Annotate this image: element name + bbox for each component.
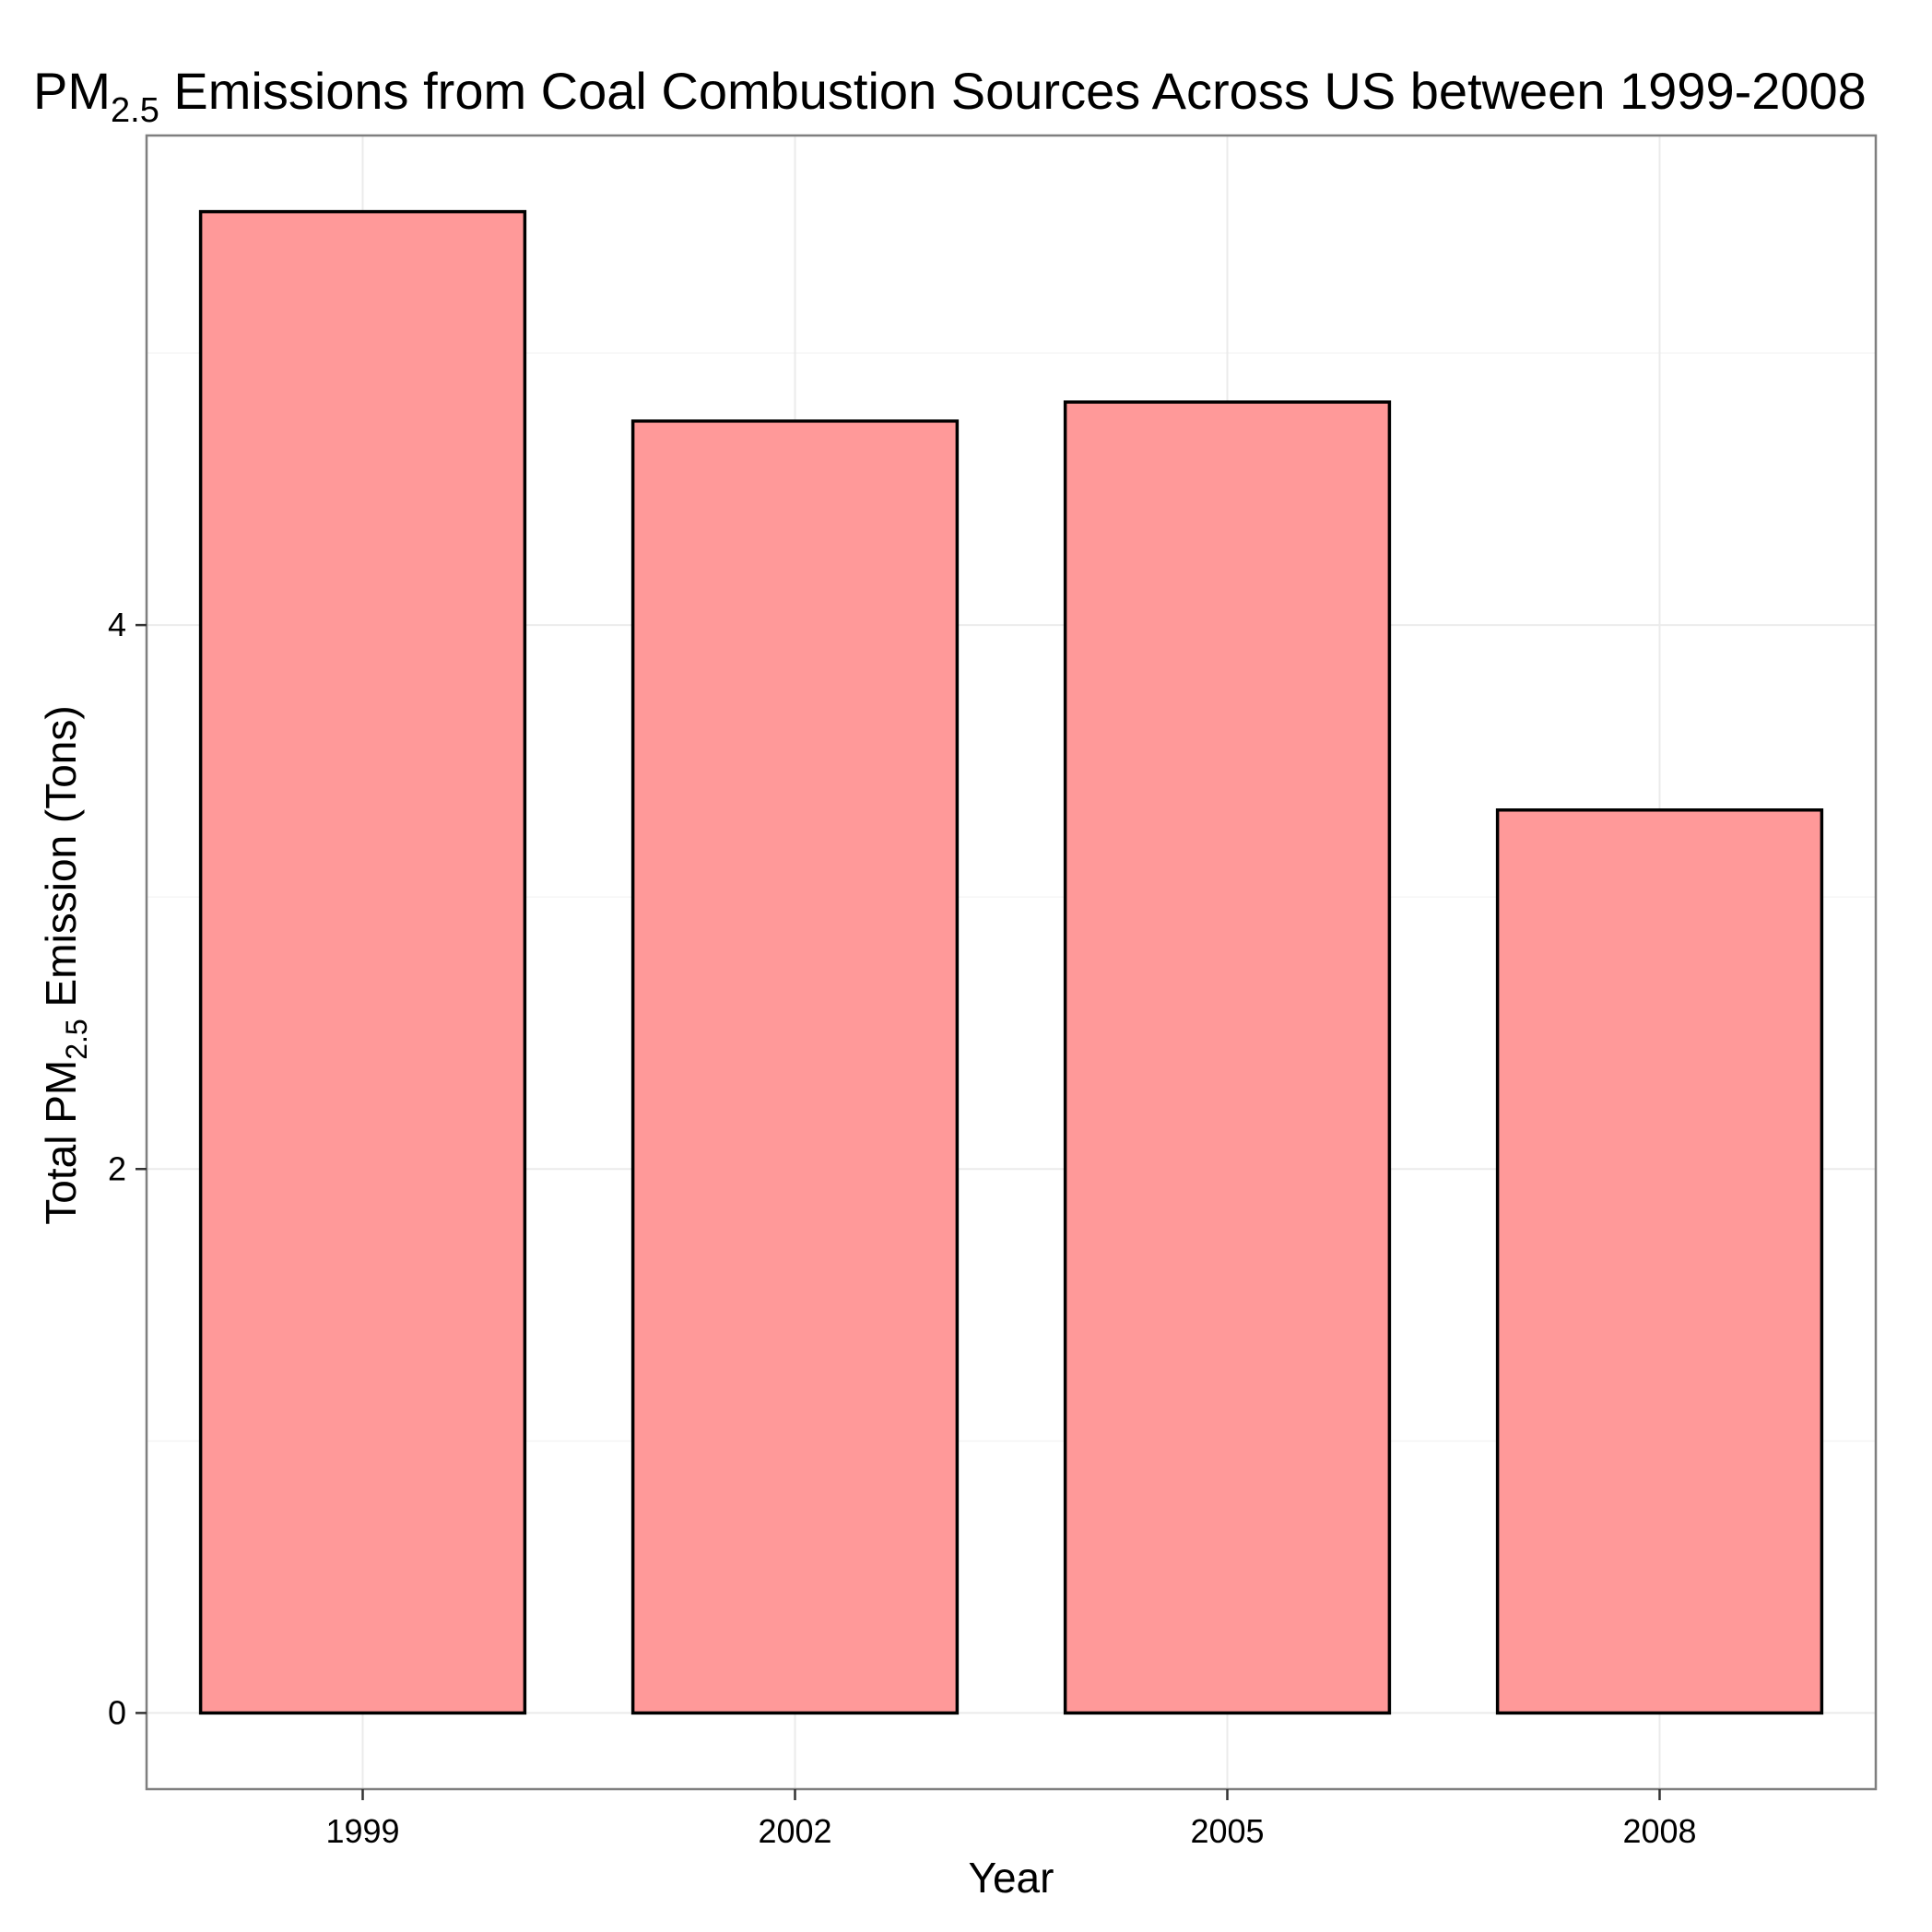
- bar-2002: [630, 419, 960, 1715]
- plot-panel-border: [145, 134, 1878, 1791]
- bar-1999: [198, 209, 527, 1715]
- chart-title: PM2.5 Emissions from Coal Combustion Sou…: [33, 62, 1867, 130]
- y-axis-title-suffix: Emission (Tons): [37, 705, 85, 1019]
- y-axis: 0 2 4: [108, 606, 147, 1731]
- chart-title-subscript: 2.5: [111, 91, 159, 130]
- x-axis: 1999 2002 2005 2008: [325, 1789, 1697, 1850]
- bars: [198, 209, 1824, 1715]
- y-axis-title-prefix: Total PM: [37, 1060, 85, 1225]
- y-axis-title-subscript: 2.5: [60, 1019, 93, 1059]
- y-axis-title: Total PM2.5 Emission (Tons): [37, 705, 93, 1224]
- y-tick-label: 0: [108, 1693, 126, 1731]
- chart-title-prefix: PM: [33, 62, 111, 120]
- y-tick-label: 4: [108, 606, 126, 643]
- x-tick-label: 2008: [1622, 1812, 1696, 1850]
- x-axis-title: Year: [969, 1854, 1054, 1902]
- x-tick-label: 2002: [758, 1812, 831, 1850]
- x-tick-label: 2005: [1190, 1812, 1264, 1850]
- chart-title-suffix: Emissions from Coal Combustion Sources A…: [159, 62, 1867, 120]
- bar-2005: [1063, 400, 1392, 1715]
- x-tick-label: 1999: [325, 1812, 399, 1850]
- y-tick-label: 2: [108, 1149, 126, 1187]
- bar-2008: [1495, 808, 1824, 1715]
